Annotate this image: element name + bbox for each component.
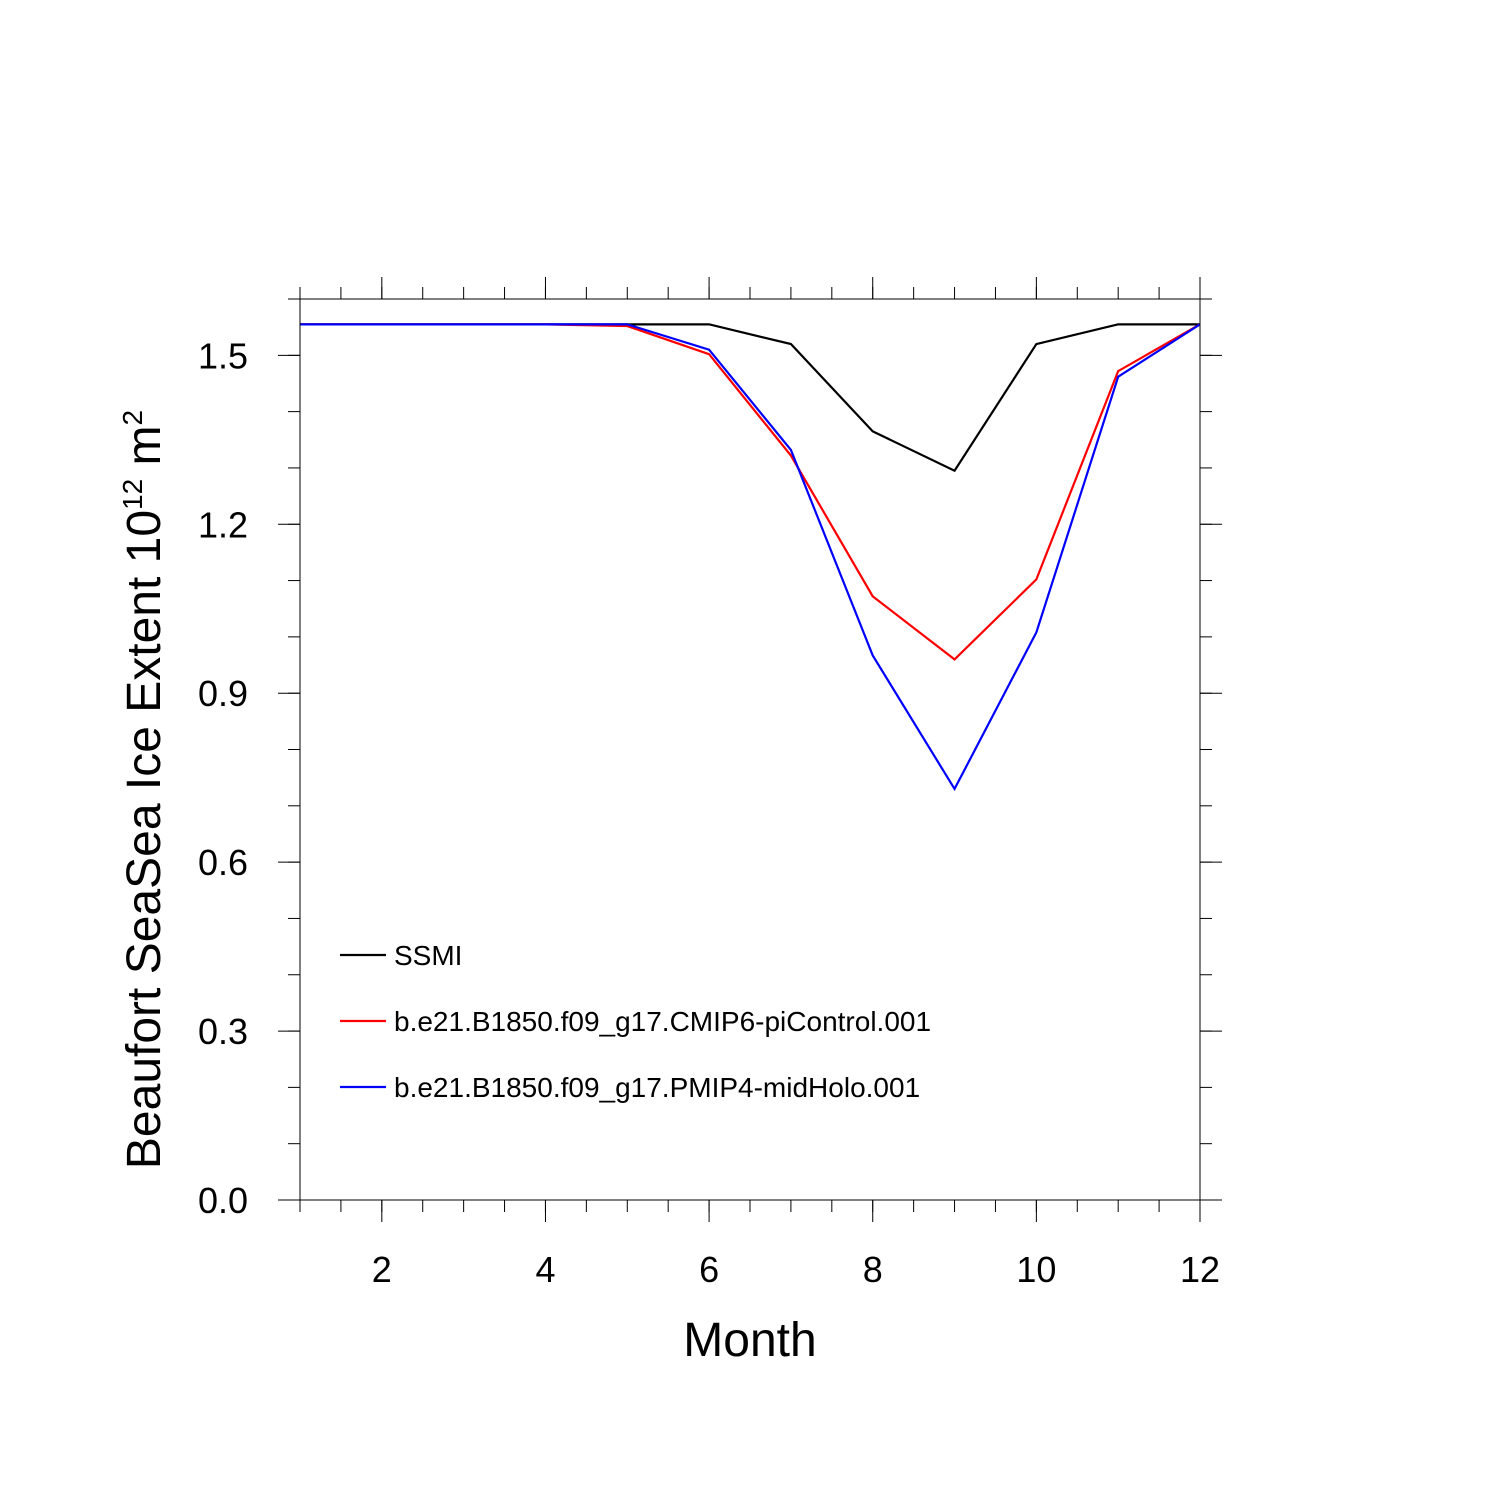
y-tick-label: 1.5 [198, 335, 248, 376]
legend-item: b.e21.B1850.f09_g17.PMIP4-midHolo.001 [340, 1072, 920, 1103]
series-2 [299, 323, 1201, 661]
x-tick-label: 4 [535, 1249, 555, 1290]
series-3 [299, 323, 1201, 792]
major-ticks [278, 277, 1222, 1222]
series-layer [299, 323, 1201, 792]
series-line [300, 323, 1201, 792]
legend-item: b.e21.B1850.f09_g17.CMIP6-piControl.001 [340, 1006, 931, 1037]
x-axis-title: Month [683, 1314, 816, 1367]
series-1 [299, 323, 1201, 473]
y-axis-title-prefix: Beaufort SeaSea Ice Extent 10 [118, 510, 171, 1169]
y-axis-title-unit-exponent: 2 [117, 410, 148, 426]
y-tick-label: 0.6 [198, 842, 248, 883]
series-line [300, 323, 1200, 473]
x-tick-label: 12 [1180, 1249, 1220, 1290]
y-tick-label: 0.3 [198, 1011, 248, 1052]
y-tick-label: 1.2 [198, 504, 248, 545]
y-tick-label: 0.0 [198, 1180, 248, 1221]
y-axis-title-unit: m [118, 425, 171, 478]
y-tick-labels: 0.0 0.3 0.6 0.9 1.2 1.5 [198, 335, 248, 1221]
y-axis-title: Beaufort SeaSea Ice Extent 1012 m2 [117, 410, 171, 1169]
legend-label: b.e21.B1850.f09_g17.PMIP4-midHolo.001 [394, 1072, 920, 1103]
legend: SSMI b.e21.B1850.f09_g17.CMIP6-piControl.… [340, 940, 931, 1103]
x-tick-label: 10 [1016, 1249, 1056, 1290]
x-tick-labels: 2 4 6 8 10 12 [372, 1249, 1220, 1290]
series-line [300, 323, 1201, 661]
legend-item: SSMI [340, 940, 462, 971]
legend-label: SSMI [394, 940, 462, 971]
x-tick-label: 8 [863, 1249, 883, 1290]
y-tick-label: 0.9 [198, 673, 248, 714]
plot-frame [299, 298, 1201, 1201]
x-tick-label: 2 [372, 1249, 392, 1290]
legend-label: b.e21.B1850.f09_g17.CMIP6-piControl.001 [394, 1006, 931, 1037]
x-tick-label: 6 [699, 1249, 719, 1290]
y-axis-title-exponent: 12 [117, 479, 148, 510]
